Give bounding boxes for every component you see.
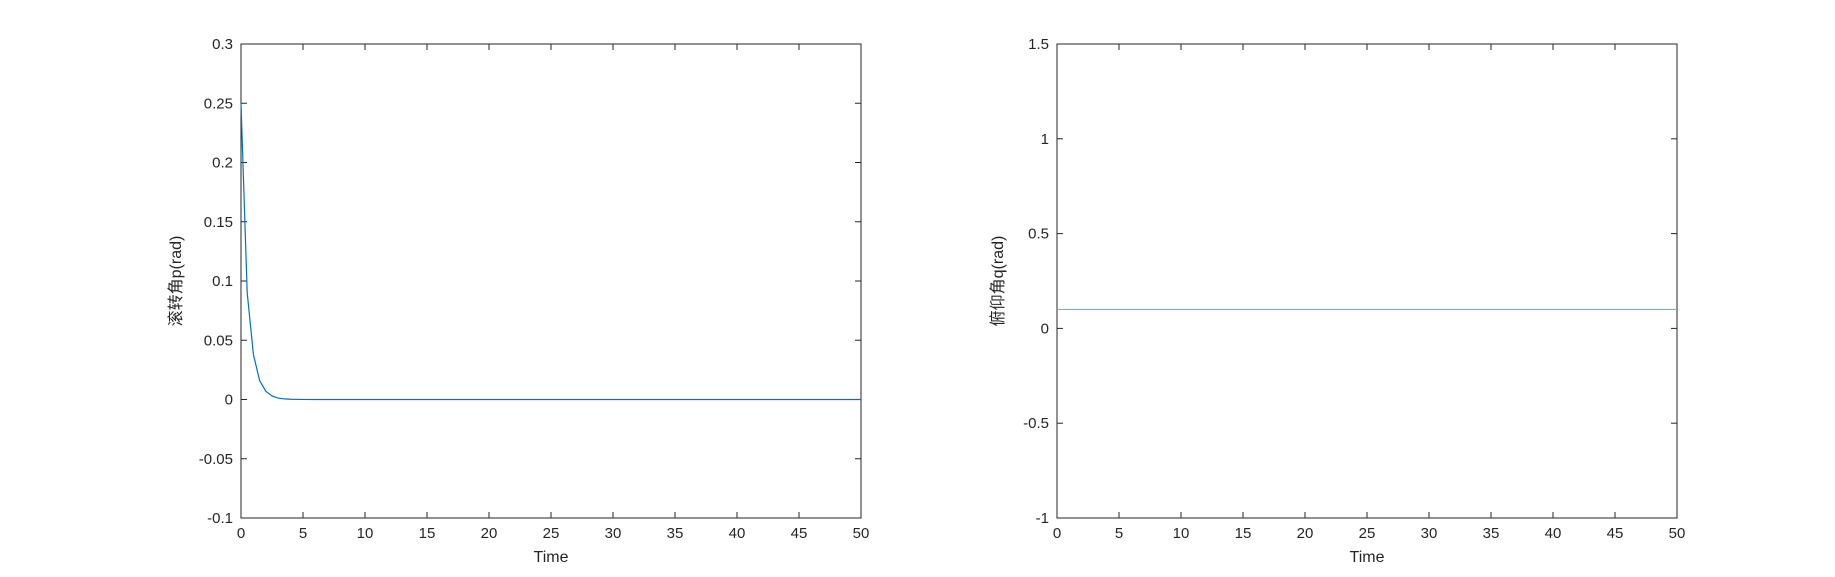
x-tick-label: 5 <box>299 525 307 542</box>
y-axis-label: 滚转角p(rad) <box>167 236 185 327</box>
y-tick-label: 0.15 <box>204 214 233 231</box>
x-tick-label: 45 <box>791 525 808 542</box>
y-tick-label: 0 <box>225 392 233 409</box>
x-tick-label: 45 <box>1607 525 1624 542</box>
x-tick-label: 10 <box>1173 525 1190 542</box>
x-tick-label: 25 <box>1359 525 1376 542</box>
axes-frame <box>1056 43 1678 519</box>
x-tick-label: 30 <box>1421 525 1438 542</box>
x-tick-label: 50 <box>1669 525 1686 542</box>
y-axis-label: 俯仰角q(rad) <box>989 236 1007 327</box>
x-tick-label: 5 <box>1115 525 1123 542</box>
y-tick-label: 0 <box>1041 320 1049 337</box>
x-tick-label: 20 <box>1297 525 1314 542</box>
x-tick-label: 25 <box>543 525 560 542</box>
y-tick-label: -1 <box>1036 510 1049 527</box>
y-tick-label: -0.05 <box>199 451 233 468</box>
x-tick-label: 15 <box>419 525 436 542</box>
x-tick-label: 40 <box>1545 525 1562 542</box>
x-tick-label: 40 <box>729 525 746 542</box>
y-tick-label: -0.5 <box>1023 415 1049 432</box>
series-line <box>240 103 861 401</box>
y-tick-label: 1.5 <box>1028 36 1049 53</box>
y-tick-label: 0.5 <box>1028 226 1049 243</box>
chart-pitch-angle: 0 5 10 15 20 25 30 35 40 45 50 -1 -0.5 0 0.5 1 1.5 Time 俯仰… <box>989 36 1685 566</box>
x-tick-label: 0 <box>1053 525 1061 542</box>
x-tick-label: 35 <box>1483 525 1500 542</box>
chart-roll-angle: 0 5 10 15 20 25 30 35 40 45 50 -0.1 -0.05 0 0.05 0.1 0.1… <box>167 36 869 566</box>
y-tick-label: -0.1 <box>207 510 233 527</box>
y-tick-label: 0.25 <box>204 95 233 112</box>
y-tick-label: 0.1 <box>212 273 233 290</box>
axes-frame <box>240 43 862 519</box>
x-tick-label: 15 <box>1235 525 1252 542</box>
x-tick-label: 10 <box>357 525 374 542</box>
x-tick-label: 35 <box>667 525 684 542</box>
y-tick-label: 0.05 <box>204 332 233 349</box>
x-tick-label: 30 <box>605 525 622 542</box>
x-tick-label: 50 <box>853 525 870 542</box>
x-axis-label: Time <box>534 549 569 566</box>
y-tick-label: 1 <box>1041 131 1049 148</box>
x-axis-label: Time <box>1350 549 1385 566</box>
x-tick-label: 0 <box>237 525 245 542</box>
y-tick-label: 0.3 <box>212 36 233 53</box>
x-tick-label: 20 <box>481 525 498 542</box>
y-tick-label: 0.2 <box>212 155 233 172</box>
